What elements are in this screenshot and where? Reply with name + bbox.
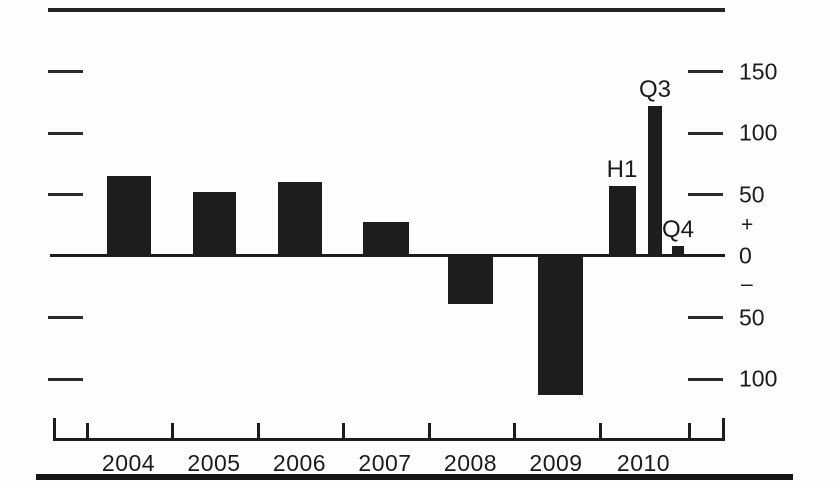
bottom-border-rule bbox=[36, 474, 793, 480]
x-axis-tick bbox=[53, 418, 56, 441]
y-axis-tick-label: 100 bbox=[739, 119, 778, 146]
y-axis-tick-left bbox=[48, 131, 83, 135]
y-axis-tick-left bbox=[48, 316, 83, 319]
y-axis-tick-left bbox=[48, 193, 83, 196]
x-axis-year-label: 2010 bbox=[616, 450, 671, 476]
x-axis-year-label: 2008 bbox=[443, 450, 498, 476]
plus-sign-label: + bbox=[741, 213, 754, 237]
x-axis-tick bbox=[342, 423, 345, 441]
y-axis-tick-label: 50 bbox=[739, 304, 765, 330]
bar-2006 bbox=[278, 182, 322, 256]
y-axis-tick-label: 100 bbox=[739, 365, 778, 392]
x-axis-year-label: 2007 bbox=[358, 450, 412, 476]
y-axis-tick-right bbox=[688, 70, 723, 73]
y-axis-tick-label: 150 bbox=[739, 58, 778, 84]
x-axis-tick bbox=[513, 423, 516, 441]
x-axis-year-label: 2005 bbox=[187, 450, 241, 476]
x-axis-tick bbox=[688, 423, 691, 441]
bar-2007 bbox=[363, 221, 409, 256]
y-axis-tick-left bbox=[48, 70, 83, 73]
y-axis-tick-label: 50 bbox=[739, 181, 765, 207]
y-axis-tick-right bbox=[688, 377, 723, 381]
bar-period-label: Q4 bbox=[661, 216, 695, 244]
x-axis-year-label: 2009 bbox=[529, 450, 583, 476]
x-axis-year-label: 2004 bbox=[101, 450, 156, 476]
x-axis-tick bbox=[86, 423, 89, 441]
x-axis-tick bbox=[171, 423, 174, 441]
top-border-rule bbox=[48, 8, 725, 12]
bar-Q3 bbox=[648, 105, 662, 256]
x-axis-tick bbox=[722, 418, 725, 441]
y-axis-tick-right bbox=[688, 131, 723, 135]
y-axis-tick-right bbox=[688, 316, 723, 319]
bar-2009 bbox=[537, 257, 583, 395]
x-axis-tick bbox=[599, 423, 602, 441]
x-axis-tick bbox=[257, 423, 260, 441]
minus-sign-label: – bbox=[741, 272, 753, 296]
y-axis-tick-right bbox=[688, 193, 723, 196]
x-axis-line bbox=[53, 438, 724, 441]
bar-2005 bbox=[192, 192, 236, 256]
y-axis-tick-left bbox=[48, 377, 83, 381]
y-axis-tick-label: 0 bbox=[739, 242, 752, 269]
bar-H1 bbox=[608, 185, 636, 256]
bar-2004 bbox=[107, 176, 151, 256]
bar-Q4 bbox=[672, 246, 684, 256]
bar-period-label: H1 bbox=[606, 155, 638, 183]
bar-2008 bbox=[447, 257, 493, 304]
bar-period-label: Q3 bbox=[638, 75, 672, 103]
x-axis-year-label: 2006 bbox=[272, 450, 327, 476]
x-axis-tick bbox=[428, 423, 431, 441]
